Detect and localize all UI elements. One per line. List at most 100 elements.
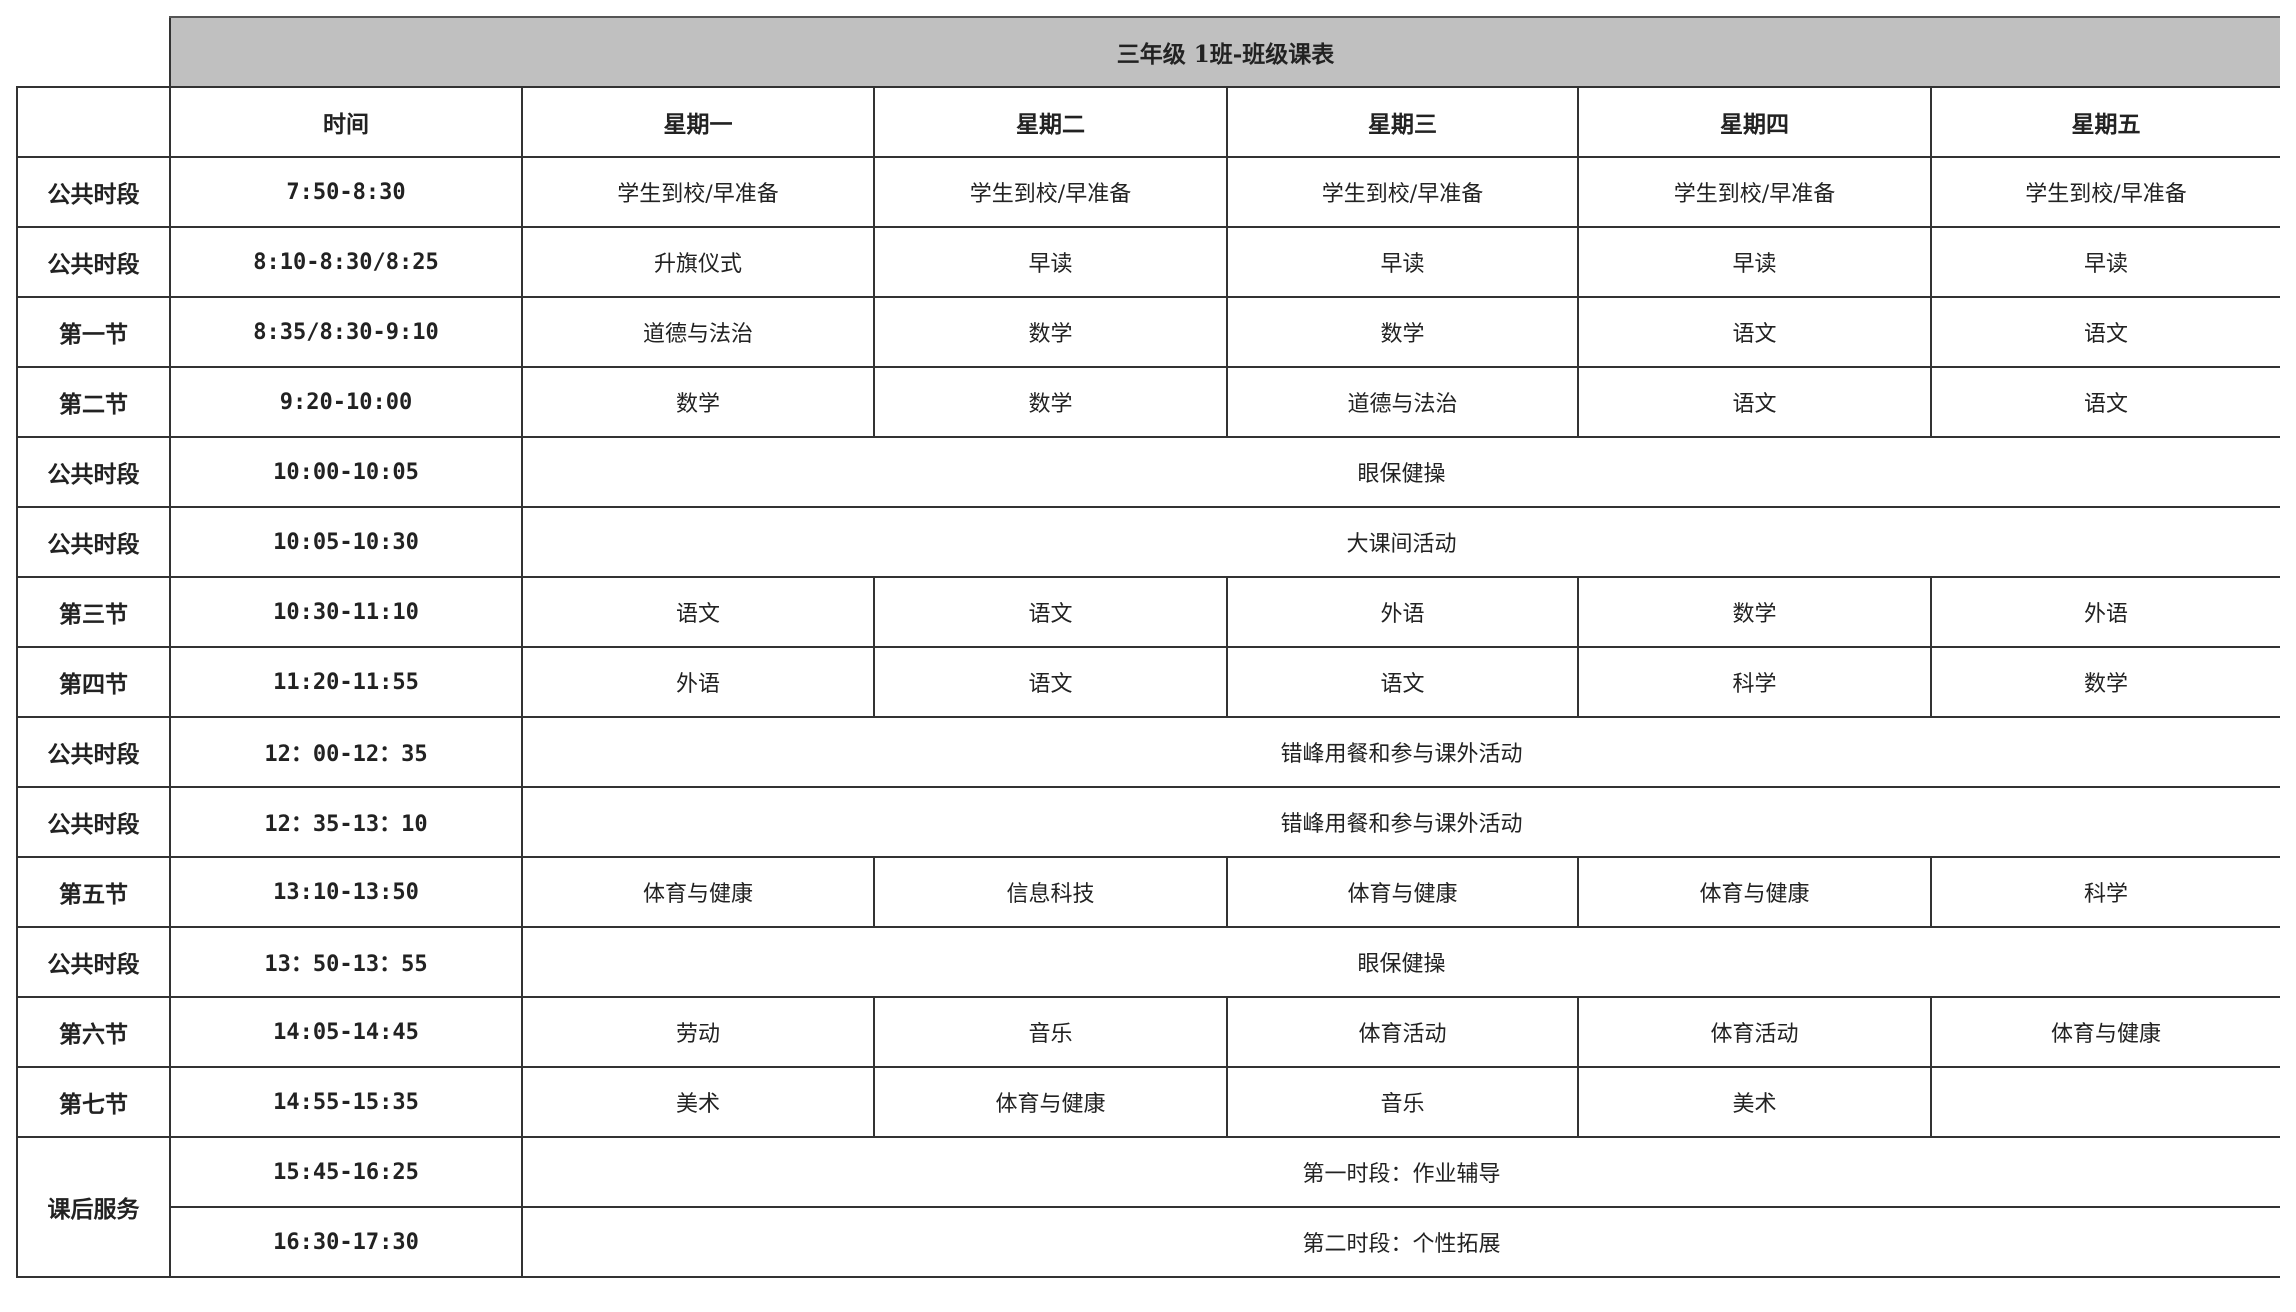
subject-cell: 语文 [1577,296,1932,368]
subject-cell: 数学 [1226,296,1579,368]
period-label: 第一节 [16,296,171,368]
period-label: 第四节 [16,646,171,718]
subject-cell: 语文 [1930,296,2280,368]
subject-cell: 学生到校/早准备 [1930,156,2280,228]
period-time: 14:55-15:35 [169,1066,523,1138]
class-timetable: 三年级 1班-班级课表 时间 星期一 星期二 星期三 星期四 星期五 公共时段 7… [16,16,2280,1278]
period-label: 第七节 [16,1066,171,1138]
subject-cell: 语文 [1226,646,1579,718]
period-label: 公共时段 [16,716,171,788]
period-time: 10:00-10:05 [169,436,523,508]
subject-cell: 学生到校/早准备 [521,156,875,228]
subject-cell: 劳动 [521,996,875,1068]
subject-cell: 外语 [1226,576,1579,648]
after-school-label: 课后服务 [16,1136,171,1278]
subject-cell: 早读 [873,226,1228,298]
table-row: 公共时段 7:50-8:30 学生到校/早准备 学生到校/早准备 学生到校/早准备 学生到… [16,156,2280,228]
merged-activity-cell: 错峰用餐和参与课外活动 [521,716,2280,788]
subject-cell: 数学 [1930,646,2280,718]
period-time: 10:05-10:30 [169,506,523,578]
subject-cell: 体育与健康 [1930,996,2280,1068]
period-label: 第三节 [16,576,171,648]
after-school-row: 16:30-17:30 第二时段：个性拓展 [17,1206,2280,1278]
subject-cell: 美术 [521,1066,875,1138]
subject-cell: 数学 [873,366,1228,438]
table-row: 第二节 9:20-10:00 数学 数学 道德与法治 语文 语文 [16,366,2280,438]
subject-cell: 语文 [1930,366,2280,438]
period-label: 公共时段 [16,156,171,228]
period-time: 15:45-16:25 [169,1136,523,1208]
header-friday: 星期五 [1930,86,2280,158]
period-label: 公共时段 [16,506,171,578]
header-row: 时间 星期一 星期二 星期三 星期四 星期五 [16,86,2280,158]
period-time: 12：35-13：10 [169,786,523,858]
after-school-activity: 第二时段：个性拓展 [521,1206,2280,1278]
header-corner [16,86,171,158]
period-time: 8:35/8:30-9:10 [169,296,523,368]
subject-cell: 语文 [873,646,1228,718]
subject-cell: 学生到校/早准备 [1226,156,1579,228]
subject-cell: 体育与健康 [873,1066,1228,1138]
subject-cell: 体育与健康 [521,856,875,928]
table-row: 公共时段 8:10-8:30/8:25 升旗仪式 早读 早读 早读 早读 [16,226,2280,298]
subject-cell: 早读 [1226,226,1579,298]
merged-activity-cell: 大课间活动 [521,506,2280,578]
timetable-wrapper: 三年级 1班-班级课表 时间 星期一 星期二 星期三 星期四 星期五 公共时段 7… [16,16,2280,1294]
table-row: 公共时段 13：50-13：55 眼保健操 [16,926,2280,998]
after-school-row: 课后服务 15:45-16:25 第一时段：作业辅导 [16,1136,2280,1278]
subject-cell [1930,1066,2280,1138]
after-school-activity: 第一时段：作业辅导 [521,1136,2280,1208]
header-time: 时间 [169,86,523,158]
period-time: 16:30-17:30 [169,1206,523,1278]
period-time: 13:10-13:50 [169,856,523,928]
table-row: 第三节 10:30-11:10 语文 语文 外语 数学 外语 [16,576,2280,648]
timetable-title: 三年级 1班-班级课表 [169,16,2280,88]
subject-cell: 数学 [1577,576,1932,648]
period-time: 9:20-10:00 [169,366,523,438]
subject-cell: 数学 [873,296,1228,368]
subject-cell: 音乐 [873,996,1228,1068]
header-tuesday: 星期二 [873,86,1228,158]
period-time: 13：50-13：55 [169,926,523,998]
merged-activity-cell: 眼保健操 [521,926,2280,998]
subject-cell: 体育活动 [1226,996,1579,1068]
subject-cell: 科学 [1930,856,2280,928]
table-row: 第五节 13:10-13:50 体育与健康 信息科技 体育与健康 体育与健康 科学 [16,856,2280,928]
subject-cell: 科学 [1577,646,1932,718]
subject-cell: 数学 [521,366,875,438]
table-row: 公共时段 10:05-10:30 大课间活动 [16,506,2280,578]
subject-cell: 学生到校/早准备 [1577,156,1932,228]
period-label: 第五节 [16,856,171,928]
subject-cell: 体育与健康 [1226,856,1579,928]
period-label: 第二节 [16,366,171,438]
subject-cell: 音乐 [1226,1066,1579,1138]
period-label: 公共时段 [16,926,171,998]
corner-cell [17,17,170,88]
subject-cell: 体育与健康 [1577,856,1932,928]
subject-cell: 早读 [1930,226,2280,298]
header-wednesday: 星期三 [1226,86,1579,158]
period-time: 14:05-14:45 [169,996,523,1068]
subject-cell: 升旗仪式 [521,226,875,298]
subject-cell: 外语 [521,646,875,718]
period-time: 8:10-8:30/8:25 [169,226,523,298]
subject-cell: 道德与法治 [1226,366,1579,438]
subject-cell: 语文 [1577,366,1932,438]
period-time: 12：00-12：35 [169,716,523,788]
period-label: 第六节 [16,996,171,1068]
title-row: 三年级 1班-班级课表 [17,16,2280,88]
period-label: 公共时段 [16,436,171,508]
header-thursday: 星期四 [1577,86,1932,158]
subject-cell: 外语 [1930,576,2280,648]
subject-cell: 早读 [1577,226,1932,298]
table-row: 公共时段 12：00-12：35 错峰用餐和参与课外活动 [16,716,2280,788]
table-row: 公共时段 12：35-13：10 错峰用餐和参与课外活动 [16,786,2280,858]
table-row: 第七节 14:55-15:35 美术 体育与健康 音乐 美术 [16,1066,2280,1138]
period-time: 10:30-11:10 [169,576,523,648]
table-row: 公共时段 10:00-10:05 眼保健操 [16,436,2280,508]
table-row: 第六节 14:05-14:45 劳动 音乐 体育活动 体育活动 体育与健康 [16,996,2280,1068]
header-monday: 星期一 [521,86,875,158]
subject-cell: 语文 [873,576,1228,648]
subject-cell: 学生到校/早准备 [873,156,1228,228]
period-time: 7:50-8:30 [169,156,523,228]
